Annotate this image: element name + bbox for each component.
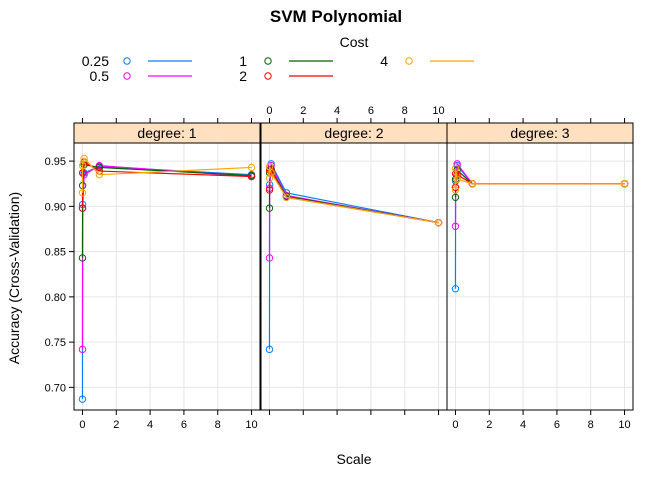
y-tick-label: 0.70 — [45, 382, 66, 394]
data-point — [453, 166, 461, 174]
x-tick-label: 10 — [245, 419, 257, 431]
x-tick-label: 6 — [554, 419, 560, 431]
legend-label: 0.5 — [90, 68, 110, 84]
x-tick-label: 4 — [334, 105, 340, 117]
data-point — [247, 172, 256, 181]
legend-point-marker — [264, 72, 272, 80]
data-point — [265, 345, 274, 354]
x-tick-label: 8 — [215, 419, 221, 431]
y-tick-label: 0.95 — [45, 156, 66, 168]
panel: degree: 3 — [446, 122, 634, 411]
x-tick-label: 0 — [79, 419, 85, 431]
legend-point-marker — [405, 57, 413, 65]
legend: 0.250.5 12 4 — [82, 53, 474, 84]
data-point — [265, 186, 274, 194]
legend-point-marker — [264, 57, 272, 65]
data-point — [265, 204, 274, 212]
x-axis-label: Scale — [336, 451, 371, 467]
series-line — [454, 162, 625, 227]
panel-border — [260, 142, 448, 411]
series-line — [454, 172, 625, 188]
panel-border — [73, 142, 261, 411]
panel: degree: 1 — [73, 122, 261, 411]
panel-border — [446, 142, 634, 411]
legend-point-marker — [123, 57, 131, 65]
x-tick-label: 2 — [113, 419, 119, 431]
data-point — [78, 254, 87, 262]
series-line — [454, 168, 625, 191]
x-tick-label: 4 — [520, 419, 526, 431]
data-point — [78, 345, 87, 354]
data-point — [451, 285, 460, 293]
y-tick-label: 0.80 — [45, 292, 66, 304]
data-point — [78, 161, 87, 170]
x-tick-label: 2 — [300, 105, 306, 117]
legend-title: Cost — [340, 34, 369, 50]
data-point — [267, 169, 275, 177]
panel-strip-label: degree: 2 — [324, 125, 383, 141]
panels: degree: 1 degree: 2 degree: 3 — [73, 122, 634, 411]
axes: 0 2 4 6 8 10 0 2 4 6 8 10 0 2 4 6 8 10 0.70 0.75 0.80 0.85 0.9… — [45, 105, 631, 431]
data-point — [247, 163, 256, 172]
data-point — [78, 204, 87, 212]
chart-title: SVM Polynomial — [270, 7, 402, 26]
x-tick-label: 2 — [486, 419, 492, 431]
x-tick-label: 6 — [368, 105, 374, 117]
data-point — [451, 222, 460, 230]
legend-label: 4 — [380, 53, 388, 69]
data-point — [265, 174, 274, 182]
legend-label: 0.25 — [82, 53, 109, 69]
data-point — [468, 180, 477, 188]
panel-strip-label: degree: 1 — [137, 125, 196, 141]
y-axis-label: Accuracy (Cross-Validation) — [6, 192, 22, 364]
x-tick-label: 6 — [181, 419, 187, 431]
x-tick-label: 0 — [266, 105, 272, 117]
x-tick-label: 8 — [402, 105, 408, 117]
data-point — [453, 175, 461, 183]
series-line — [268, 163, 439, 258]
y-tick-label: 0.85 — [45, 247, 66, 259]
data-point — [620, 180, 629, 188]
series-line — [81, 164, 252, 258]
data-point — [282, 193, 291, 202]
data-point — [95, 170, 104, 179]
data-point — [80, 154, 88, 163]
data-point — [434, 218, 443, 227]
x-tick-label: 10 — [432, 105, 444, 117]
series-line — [268, 167, 439, 224]
data-point — [78, 189, 87, 197]
legend-point-marker — [123, 72, 131, 80]
y-tick-label: 0.90 — [45, 201, 66, 213]
legend-label: 1 — [239, 53, 247, 69]
series-line — [268, 161, 439, 350]
series-line — [81, 157, 252, 193]
x-tick-label: 4 — [147, 419, 153, 431]
data-point — [451, 164, 460, 173]
legend-label: 2 — [239, 68, 247, 84]
data-point — [78, 395, 87, 403]
panel: degree: 2 — [260, 122, 448, 411]
series-line — [81, 165, 252, 400]
panel-strip-label: degree: 3 — [510, 125, 569, 141]
data-point — [451, 186, 460, 194]
x-tick-label: 10 — [618, 419, 630, 431]
x-tick-label: 0 — [452, 419, 458, 431]
y-tick-label: 0.75 — [45, 337, 66, 349]
data-point — [451, 193, 460, 202]
x-tick-label: 8 — [588, 419, 594, 431]
series-line — [81, 165, 252, 350]
data-point — [265, 254, 274, 262]
